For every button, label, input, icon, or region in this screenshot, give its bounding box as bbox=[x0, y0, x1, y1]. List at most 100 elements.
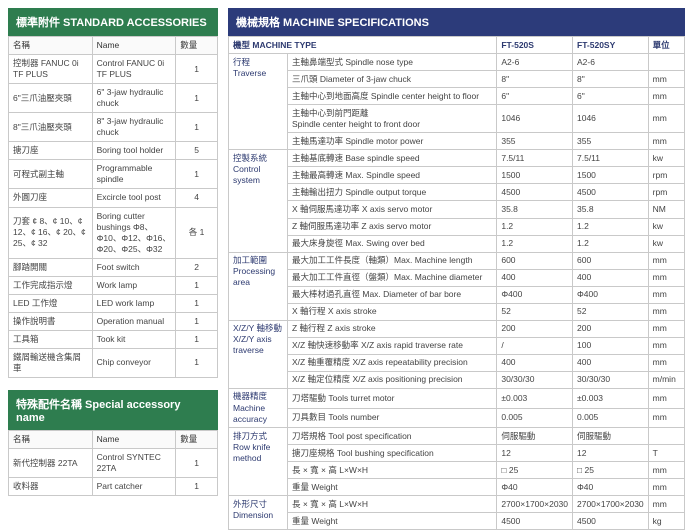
spec-category: 加工範圍Processingarea bbox=[229, 252, 288, 320]
cell-zh: 腳踏開關 bbox=[9, 258, 93, 276]
spec-v2: 8" bbox=[573, 71, 649, 88]
spec-v1: 30/30/30 bbox=[497, 371, 573, 388]
spec-unit bbox=[648, 54, 684, 71]
spec-label: 三爪頭 Diameter of 3-jaw chuck bbox=[288, 71, 497, 88]
spec-row: 最大棒材過孔直徑 Max. Diameter of bar bore Φ400 … bbox=[229, 286, 685, 303]
spec-label: 主軸輸出扭力 Spindle output torque bbox=[288, 184, 497, 201]
spec-v2: Φ400 bbox=[573, 286, 649, 303]
spec-row: 重量 Weight 4500 4500 kg bbox=[229, 513, 685, 530]
cell-en: Work lamp bbox=[92, 276, 176, 294]
spec-unit: rpm bbox=[648, 184, 684, 201]
cell-qty: 1 bbox=[176, 84, 218, 113]
spec-category: 排刀方式Row knifemethod bbox=[229, 428, 288, 496]
spec-v2: 200 bbox=[573, 320, 649, 337]
spec-row: 長 × 寬 × 高 L×W×H □ 25 □ 25 mm bbox=[229, 462, 685, 479]
cell-qty: 4 bbox=[176, 189, 218, 207]
spec-label: X 軸伺服馬達功率 X axis servo motor bbox=[288, 201, 497, 218]
spec-v1: 1.2 bbox=[497, 235, 573, 252]
accessories-table: 名稱 Name 數量 控制器 FANUC 0i TF PLUS Control … bbox=[8, 36, 218, 378]
spec-row: 排刀方式Row knifemethod刀塔規格 Tool post specif… bbox=[229, 428, 685, 445]
spec-row: 加工範圍Processingarea最大加工工件長度（軸類）Max. Machi… bbox=[229, 252, 685, 269]
spec-label: 最大加工工件長度（軸類）Max. Machine length bbox=[288, 252, 497, 269]
cell-qty: 1 bbox=[176, 330, 218, 348]
spec-unit: kw bbox=[648, 150, 684, 167]
spec-row: X/Z 軸快速移動率 X/Z axis rapid traverse rate … bbox=[229, 337, 685, 354]
cell-en: 6" 3-jaw hydraulic chuck bbox=[92, 84, 176, 113]
spec-label: 主軸基底轉速 Base spindle speed bbox=[288, 150, 497, 167]
spec-row: 主軸中心到前門距離Spindle center height to front … bbox=[229, 105, 685, 133]
machine-spec-section: 機械規格 MACHINE SPECIFICATIONS 機型 MACHINE T… bbox=[228, 8, 685, 504]
spec-row: 機器精度Machineaccuracy刀塔驅動 Tools turret mot… bbox=[229, 388, 685, 408]
cell-qty: 1 bbox=[176, 113, 218, 142]
spec-label: 搪刀座規格 Tool bushing specification bbox=[288, 445, 497, 462]
spec-label: 重量 Weight bbox=[288, 479, 497, 496]
table-row: LED 工作燈 LED work lamp 1 bbox=[9, 294, 218, 312]
spec-row: 主軸輸出扭力 Spindle output torque 4500 4500 r… bbox=[229, 184, 685, 201]
spec-v1: 4500 bbox=[497, 513, 573, 530]
cell-en: 8" 3-jaw hydraulic chuck bbox=[92, 113, 176, 142]
spec-v1: □ 25 bbox=[497, 462, 573, 479]
spec-row: 控製系統Controlsystem主軸基底轉速 Base spindle spe… bbox=[229, 150, 685, 167]
cell-zh: 8"三爪油壓夾頭 bbox=[9, 113, 93, 142]
cell-zh: 搪刀座 bbox=[9, 142, 93, 160]
spec-v1: Φ400 bbox=[497, 286, 573, 303]
spec-v2: 1.2 bbox=[573, 235, 649, 252]
table-row: 外圓刀座 Excircle tool post 4 bbox=[9, 189, 218, 207]
spec-v2: 4500 bbox=[573, 513, 649, 530]
spec-v1: 2700×1700×2030 bbox=[497, 496, 573, 513]
spec-label: Z 軸伺服馬達功率 Z axis servo motor bbox=[288, 218, 497, 235]
cell-qty: 1 bbox=[176, 55, 218, 84]
cell-qty: 各 1 bbox=[176, 207, 218, 258]
spec-category: X/Z/Y 軸移動X/Z/Y axistraverse bbox=[229, 320, 288, 388]
table-row: 工具箱 Took kit 1 bbox=[9, 330, 218, 348]
spec-v2: 6" bbox=[573, 88, 649, 105]
spec-unit: mm bbox=[648, 337, 684, 354]
spec-v2: 400 bbox=[573, 354, 649, 371]
cell-zh: 可程式副主軸 bbox=[9, 160, 93, 189]
spec-v2: 4500 bbox=[573, 184, 649, 201]
table-row: 收料器 Part catcher 1 bbox=[9, 478, 218, 496]
spec-unit: mm bbox=[648, 269, 684, 286]
spec-unit: mm bbox=[648, 320, 684, 337]
spec-v2: 12 bbox=[573, 445, 649, 462]
cell-en: Boring cutter bushings Φ8、Φ10、Φ12、Φ16、Φ2… bbox=[92, 207, 176, 258]
spec-row: X/Z 軸定位精度 X/Z axis positioning precision… bbox=[229, 371, 685, 388]
spec-header-type: 機型 MACHINE TYPE bbox=[229, 37, 497, 54]
cell-zh: 新代控制器 22TA bbox=[9, 449, 93, 478]
cell-qty: 1 bbox=[176, 294, 218, 312]
special-accessories-section: 特殊配件名稱 Special accessory name 名稱 Name 數量… bbox=[8, 390, 218, 496]
spec-v2: 伺服驅動 bbox=[573, 428, 649, 445]
spec-v1: / bbox=[497, 337, 573, 354]
spec-v2: 1046 bbox=[573, 105, 649, 133]
spec-v1: 1500 bbox=[497, 167, 573, 184]
spec-unit: T bbox=[648, 445, 684, 462]
spec-v2: Φ40 bbox=[573, 479, 649, 496]
cell-qty: 1 bbox=[176, 478, 218, 496]
spec-label: 主軸中心到地面高度 Spindle center height to floor bbox=[288, 88, 497, 105]
table-row: 可程式副主軸 Programmable spindle 1 bbox=[9, 160, 218, 189]
cell-qty: 1 bbox=[176, 348, 218, 377]
spec-v2: 1.2 bbox=[573, 218, 649, 235]
spec-title: 機械規格 MACHINE SPECIFICATIONS bbox=[228, 8, 685, 36]
spec-v1: 1.2 bbox=[497, 218, 573, 235]
spec-unit: kw bbox=[648, 235, 684, 252]
spec-label: 長 × 寬 × 高 L×W×H bbox=[288, 496, 497, 513]
spec-label: Z 軸行程 Z axis stroke bbox=[288, 320, 497, 337]
spec-label: 主軸中心到前門距離Spindle center height to front … bbox=[288, 105, 497, 133]
cell-zh: 刀套 ¢ 8、¢ 10、¢ 12、¢ 16、¢ 20、¢ 25、¢ 32 bbox=[9, 207, 93, 258]
spec-label: X/Z 軸重覆精度 X/Z axis repeatability precisi… bbox=[288, 354, 497, 371]
spec-v1: 8" bbox=[497, 71, 573, 88]
spec-label: 主軸馬達功率 Spindle motor power bbox=[288, 133, 497, 150]
cell-qty: 5 bbox=[176, 142, 218, 160]
col-name-en: Name bbox=[92, 37, 176, 55]
spec-row: Z 軸伺服馬達功率 Z axis servo motor 1.2 1.2 kw bbox=[229, 218, 685, 235]
spec-label: 主軸最高轉速 Max. Spindle speed bbox=[288, 167, 497, 184]
table-row: 6"三爪油壓夾頭 6" 3-jaw hydraulic chuck 1 bbox=[9, 84, 218, 113]
cell-zh: 外圓刀座 bbox=[9, 189, 93, 207]
spec-v1: 6" bbox=[497, 88, 573, 105]
special-title: 特殊配件名稱 Special accessory name bbox=[8, 390, 218, 430]
col-qty: 數量 bbox=[176, 431, 218, 449]
cell-en: Foot switch bbox=[92, 258, 176, 276]
spec-row: X/Z/Y 軸移動X/Z/Y axistraverseZ 軸行程 Z axis … bbox=[229, 320, 685, 337]
spec-v2: ±0.003 bbox=[573, 388, 649, 408]
